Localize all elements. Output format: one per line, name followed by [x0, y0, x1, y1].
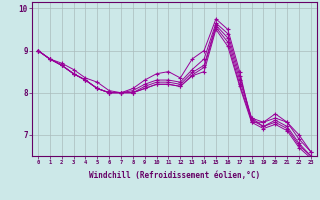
X-axis label: Windchill (Refroidissement éolien,°C): Windchill (Refroidissement éolien,°C) — [89, 171, 260, 180]
